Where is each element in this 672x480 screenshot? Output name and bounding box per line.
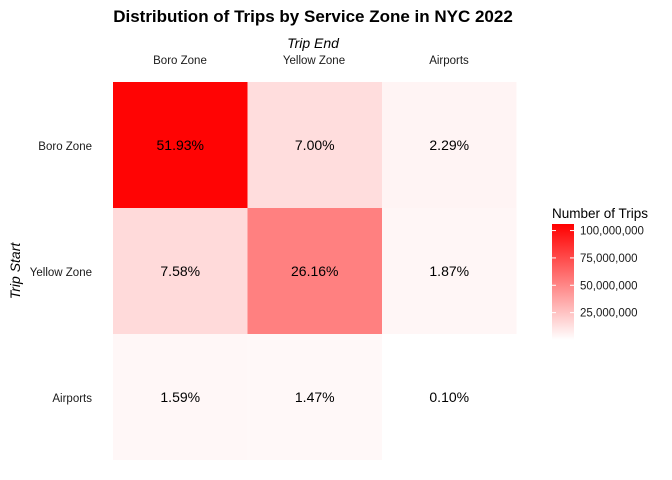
heatmap-tile [382, 334, 517, 460]
x-tick-label: Boro Zone [153, 55, 207, 67]
heatmap-tile [113, 208, 248, 334]
x-tick-label: Yellow Zone [283, 55, 345, 67]
legend-tick-label: 25,000,000 [580, 308, 638, 320]
cell-value-label: 26.16% [291, 263, 338, 279]
heatmap-tiles [113, 82, 517, 460]
legend-tick-label: 50,000,000 [580, 280, 638, 292]
legend-title: Number of Trips [552, 206, 648, 221]
x-axis-ticks: Boro Zone Yellow Zone Airports [153, 55, 469, 67]
cell-value-label: 1.87% [429, 263, 469, 279]
heatmap-tile [113, 334, 248, 460]
x-tick-label: Airports [429, 55, 469, 67]
color-legend: Number of Trips 25,000,000 50,000,000 75,0… [552, 206, 648, 340]
x-axis-title: Trip End [287, 35, 340, 51]
heatmap-tile [247, 208, 382, 334]
chart-title: Distribution of Trips by Service Zone in… [113, 7, 513, 26]
cell-value-label: 7.58% [160, 263, 200, 279]
cell-value-label: 2.29% [429, 137, 469, 153]
y-tick-label: Airports [52, 393, 92, 405]
cell-value-label: 1.59% [160, 389, 200, 405]
y-tick-label: Yellow Zone [30, 267, 92, 279]
y-axis-title: Trip Start [7, 242, 23, 300]
cell-value-label: 1.47% [295, 389, 335, 405]
heatmap-tile [113, 82, 248, 208]
cell-value-label: 51.93% [157, 137, 204, 153]
legend-color-bar [552, 224, 574, 340]
heatmap-tile [247, 334, 382, 460]
heatmap-tile [382, 82, 517, 208]
legend-tick-label: 100,000,000 [580, 226, 644, 238]
cell-value-label: 0.10% [429, 389, 469, 405]
heatmap-tile [247, 82, 382, 208]
y-tick-label: Boro Zone [38, 141, 92, 153]
cell-value-label: 7.00% [295, 137, 335, 153]
legend-tick-label: 75,000,000 [580, 253, 638, 265]
y-axis-ticks: Boro Zone Yellow Zone Airports [30, 141, 92, 405]
heatmap-cell-labels: 51.93% 7.00% 2.29% 7.58% 26.16% 1.87% 1.59% 1.4… [157, 137, 470, 405]
heatmap-tile [382, 208, 517, 334]
